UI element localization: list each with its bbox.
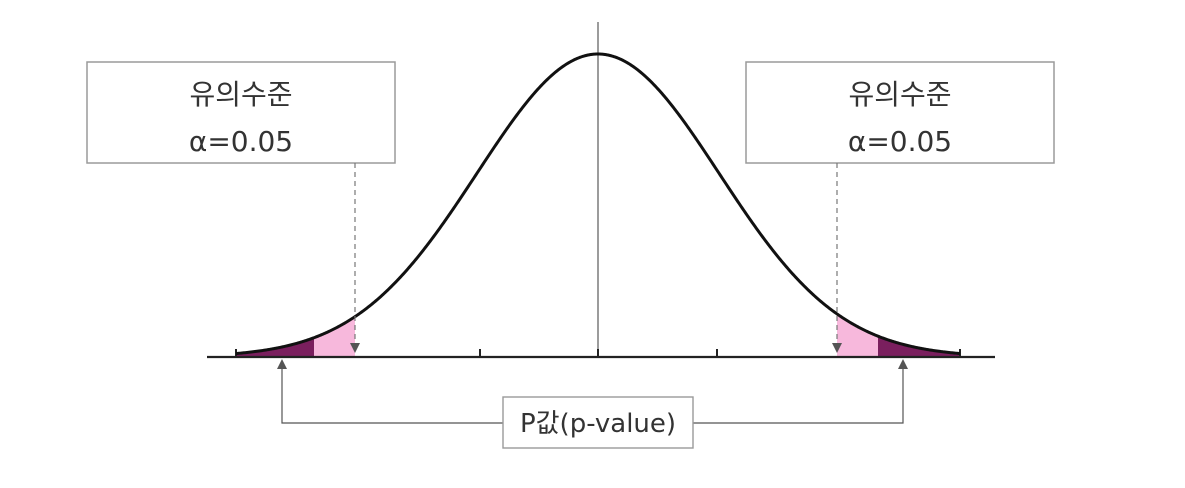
arrow-down-icon	[350, 343, 360, 353]
right-significance-box	[745, 61, 1055, 164]
right-box-title: 유의수준	[848, 78, 951, 111]
pvalue-box	[502, 396, 694, 449]
normal-curve	[235, 52, 961, 356]
arrow-up-icon	[277, 359, 287, 369]
arrow-down-icon	[832, 343, 842, 353]
left-significance-box	[86, 61, 396, 164]
pvalue-label: P값(p-value)	[520, 409, 676, 439]
left-box-value: α=0.05	[189, 125, 293, 158]
left-alpha-region	[236, 316, 355, 357]
arrow-up-icon	[898, 359, 908, 369]
right-alpha-region	[837, 313, 960, 357]
right-box-value: α=0.05	[848, 125, 952, 158]
left-box-title: 유의수준	[189, 78, 292, 111]
